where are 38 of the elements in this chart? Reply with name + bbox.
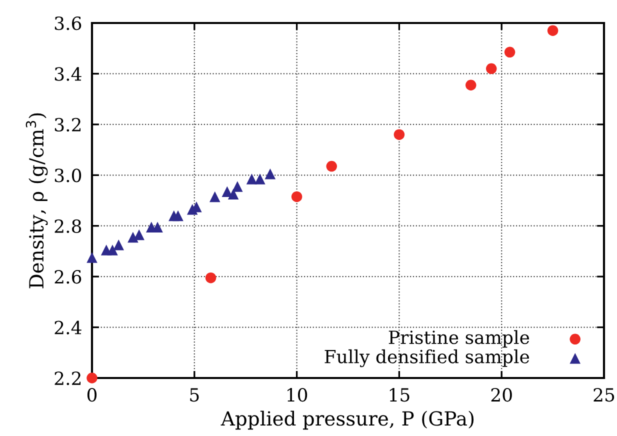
- point: [264, 168, 276, 180]
- x-tick-label: 25: [594, 388, 614, 402]
- point: [210, 191, 220, 202]
- point: [172, 210, 184, 222]
- x-tick-label: 0: [87, 388, 97, 402]
- point: [466, 80, 476, 91]
- point: [232, 181, 243, 192]
- point: [291, 191, 302, 202]
- x-tick-label: 5: [190, 388, 199, 402]
- point: [486, 63, 497, 74]
- legend-label: Pristine sample: [388, 330, 530, 348]
- point: [504, 46, 516, 58]
- y-tick-label: 2.8: [54, 219, 82, 233]
- point: [547, 25, 558, 36]
- point: [246, 174, 258, 184]
- point: [86, 372, 98, 384]
- y-tick-label: 3.4: [54, 67, 82, 81]
- y-tick-label: 2.6: [54, 270, 82, 284]
- y-tick-label: 3.0: [54, 168, 82, 182]
- point: [228, 188, 239, 200]
- x-tick-label: 15: [390, 388, 410, 402]
- legend-label: Fully densified sample: [324, 349, 530, 368]
- point: [254, 174, 266, 184]
- y-tick-label: 2.4: [54, 320, 82, 334]
- y-axis-title: Density, ρ (g/cm$^{3}$): [26, 113, 48, 288]
- point: [205, 272, 216, 284]
- y-tick-label: 3.2: [54, 118, 81, 132]
- point: [394, 129, 405, 140]
- point: [113, 239, 124, 250]
- y-tick-label: 2.2: [54, 371, 81, 386]
- point: [326, 160, 337, 172]
- point: [134, 229, 144, 240]
- y-tick-label: 3.6: [54, 16, 82, 30]
- x-tick-label: 10: [288, 388, 308, 402]
- point: [107, 244, 118, 256]
- x-tick-label: 20: [491, 388, 512, 402]
- point: [86, 252, 98, 263]
- x-axis-title: Applied pressure, P (GPa): [220, 410, 474, 430]
